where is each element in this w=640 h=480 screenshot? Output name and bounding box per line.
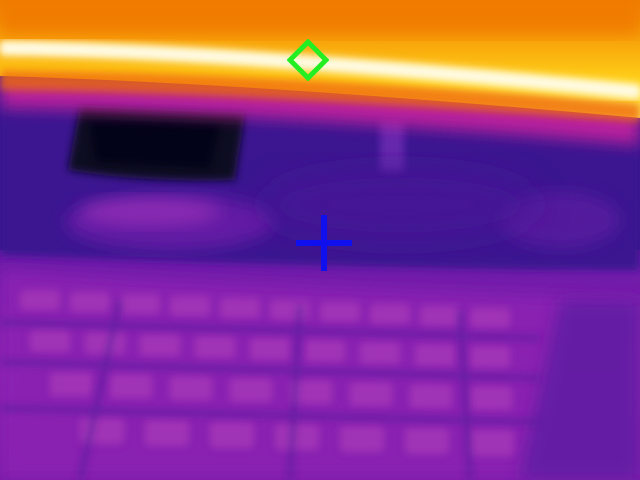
- thermal-image: [0, 0, 640, 480]
- thermal-viewport: [0, 0, 640, 480]
